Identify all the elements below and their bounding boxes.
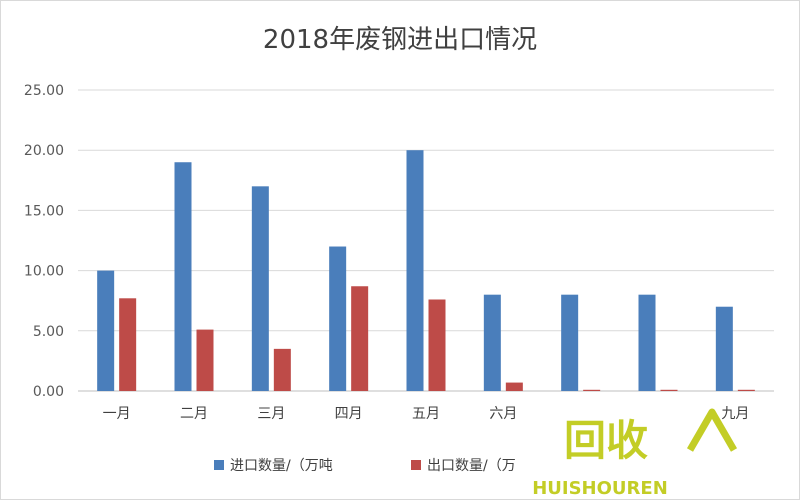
bar-export-7: [583, 389, 601, 391]
bar-export-1: [119, 298, 137, 391]
watermark-mark-icon: [686, 408, 738, 452]
bar-export-6: [505, 382, 523, 391]
y-tick-label: 15.00: [24, 203, 64, 219]
watermark-logo: 回收 HUISHOUREN: [532, 408, 738, 499]
bar-import-5: [406, 150, 424, 391]
chart-title: 2018年废钢进出口情况: [263, 25, 537, 55]
y-tick-label: 5.00: [33, 324, 64, 340]
y-tick-label: 10.00: [24, 264, 64, 280]
legend: 进口数量/（万吨 出口数量/（万: [214, 458, 516, 474]
legend-label-export: 出口数量/（万: [427, 458, 516, 474]
y-tick-label: 20.00: [24, 143, 64, 159]
watermark-sub-text: HUISHOUREN: [532, 478, 668, 499]
x-tick-label: 一月: [103, 406, 131, 422]
legend-label-import: 进口数量/（万吨: [230, 458, 333, 474]
y-tick-label: 0.00: [33, 384, 64, 400]
bar-export-4: [351, 286, 369, 391]
bar-export-2: [196, 329, 214, 391]
gridlines: [78, 89, 774, 392]
y-axis-ticks: 0.00 5.00 10.00 15.00 20.00 25.00: [24, 83, 64, 400]
legend-swatch-export: [411, 460, 421, 470]
bars: [97, 150, 755, 391]
watermark-backdrop: [542, 408, 674, 468]
x-tick-label: 二月: [180, 406, 208, 422]
bar-import-7: [561, 294, 579, 391]
bar-import-1: [97, 270, 115, 391]
bar-export-5: [428, 299, 446, 391]
x-tick-label: 六月: [489, 406, 517, 422]
x-tick-label: 三月: [257, 406, 285, 422]
bar-import-3: [251, 186, 269, 391]
bar-import-4: [329, 246, 347, 391]
bar-import-8: [638, 294, 656, 391]
bar-export-8: [660, 389, 678, 391]
bar-import-9: [715, 306, 733, 391]
bar-export-9: [737, 389, 755, 391]
x-tick-label: 四月: [335, 406, 363, 422]
y-tick-label: 25.00: [24, 83, 64, 99]
x-axis-labels: 一月 二月 三月 四月 五月 六月 九月: [103, 406, 750, 422]
legend-swatch-import: [214, 460, 224, 470]
x-tick-label: 九月: [721, 406, 749, 422]
bar-import-6: [483, 294, 501, 391]
x-tick-label: 五月: [412, 406, 440, 422]
watermark-logo-text: 回收: [564, 416, 648, 465]
bar-import-2: [174, 162, 192, 391]
bar-export-3: [273, 348, 291, 391]
